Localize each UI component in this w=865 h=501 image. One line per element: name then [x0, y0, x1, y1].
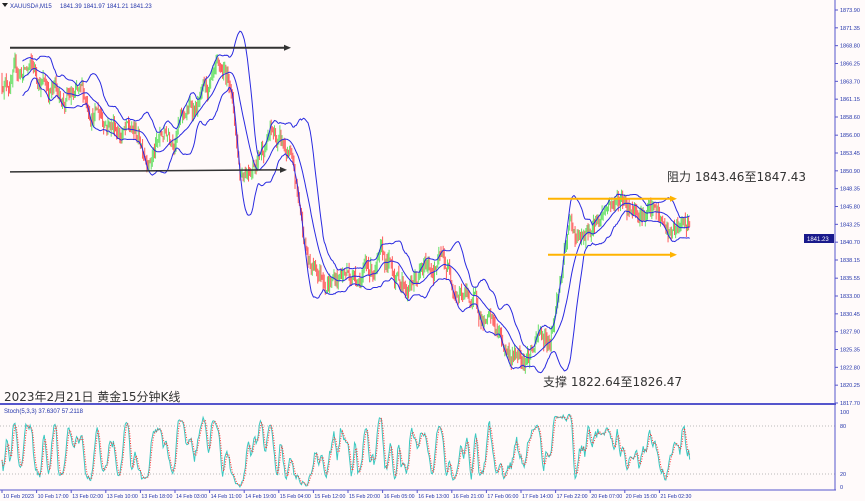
time-tick-label: 20 Feb 07:00 [591, 494, 622, 500]
time-tick-label: 13 Feb 10:00 [107, 494, 138, 500]
current-price-marker [804, 234, 834, 243]
price-tick-label: 1866.25 [840, 61, 860, 67]
time-tick-label: 15 Feb 04:00 [280, 494, 311, 500]
support-label: 支撑 1822.64至1826.47 [543, 374, 682, 389]
time-tick-label: 10 Feb 17:00 [38, 494, 69, 500]
horizontal-line-lower [9, 169, 281, 173]
stoch-main-line [1, 413, 691, 489]
price-tick-label: 1822.80 [840, 365, 860, 371]
stoch-tick-label: 80 [840, 424, 846, 430]
stoch-tick-label: 100 [840, 410, 849, 416]
time-tick-label: 14 Feb 03:00 [176, 494, 207, 500]
price-tick-label: 1820.25 [840, 383, 860, 389]
chart-title: 2023年2月21日 黄金15分钟K线 [4, 389, 180, 404]
price-tick-label: 1845.80 [840, 205, 860, 211]
time-tick-label: 16 Feb 13:00 [418, 494, 449, 500]
price-tick-label: 1850.90 [840, 169, 860, 175]
price-tick-label: 1817.70 [840, 401, 860, 407]
price-plot [1, 30, 691, 374]
stoch-tick-label: 0 [840, 485, 843, 491]
time-tick-label: 17 Feb 22:00 [557, 494, 588, 500]
price-tick-label: 1863.70 [840, 79, 860, 85]
stochastic-panel: 100 80 20 0 [0, 410, 849, 491]
arrow-head-icon [670, 251, 677, 258]
price-axis: 1873.90 1871.35 1868.80 1866.25 1863.70 1861.… [835, 8, 860, 407]
price-tick-label: 1858.60 [840, 115, 860, 121]
price-tick-label: 1861.15 [840, 97, 860, 103]
time-tick-label: 13 Feb 18:00 [141, 494, 172, 500]
annotations [9, 44, 677, 258]
price-tick-label: 1838.15 [840, 258, 860, 264]
price-tick-label: 1856.00 [840, 133, 860, 139]
price-tick-label: 1833.00 [840, 294, 860, 300]
price-tick-label: 1853.45 [840, 151, 860, 157]
stoch-tick-label: 20 [840, 472, 846, 478]
price-tick-label: 1827.90 [840, 330, 860, 336]
arrow-head-icon [284, 44, 291, 51]
time-tick-label: 16 Feb 21:00 [453, 494, 484, 500]
time-tick-label: 17 Feb 14:00 [522, 494, 553, 500]
price-tick-label: 1840.70 [840, 240, 860, 246]
time-axis: 10 Feb 2023 10 Feb 17:00 13 Feb 02:00 13 Fe… [1, 490, 691, 500]
current-price-label: 1841.23 [807, 237, 829, 243]
stochastic-label: Stoch(5,3,3) 37.6307 57.2118 [4, 409, 84, 415]
price-tick-label: 1835.55 [840, 276, 860, 282]
price-tick-label: 1868.80 [840, 44, 860, 50]
time-tick-label: 13 Feb 02:00 [72, 494, 103, 500]
price-tick-label: 1848.35 [840, 187, 860, 193]
time-tick-label: 14 Feb 11:00 [211, 494, 242, 500]
bollinger-middle-band [22, 67, 690, 359]
stoch-signal-line [1, 414, 691, 487]
bollinger-lower-band [22, 77, 690, 374]
price-tick-label: 1825.35 [840, 348, 860, 354]
arrow-head-icon [670, 195, 677, 202]
time-tick-label: 20 Feb 15:00 [626, 494, 657, 500]
price-tick-label: 1873.90 [840, 8, 860, 14]
price-tick-label: 1830.45 [840, 312, 860, 318]
time-tick-label: 17 Feb 06:00 [487, 494, 518, 500]
time-tick-label: 21 Feb 02:30 [660, 494, 691, 500]
time-tick-label: 15 Feb 12:00 [314, 494, 345, 500]
time-tick-label: 15 Feb 20:00 [349, 494, 380, 500]
ohlc-values: 1841.39 1841.97 1841.21 1841.23 [60, 4, 152, 10]
time-tick-label: 14 Feb 19:00 [245, 494, 276, 500]
price-tick-label: 1871.35 [840, 26, 860, 32]
symbol-label: XAUUSD#,M15 [10, 4, 52, 10]
arrow-head-icon [280, 166, 287, 173]
time-tick-label: 16 Feb 05:00 [384, 494, 415, 500]
resistance-label: 阻力 1843.46至1847.43 [667, 170, 806, 184]
collapse-arrow-icon[interactable] [2, 3, 8, 7]
price-tick-label: 1843.25 [840, 222, 860, 228]
bollinger-upper-band [22, 30, 690, 351]
time-tick-label: 10 Feb 2023 [3, 494, 34, 500]
